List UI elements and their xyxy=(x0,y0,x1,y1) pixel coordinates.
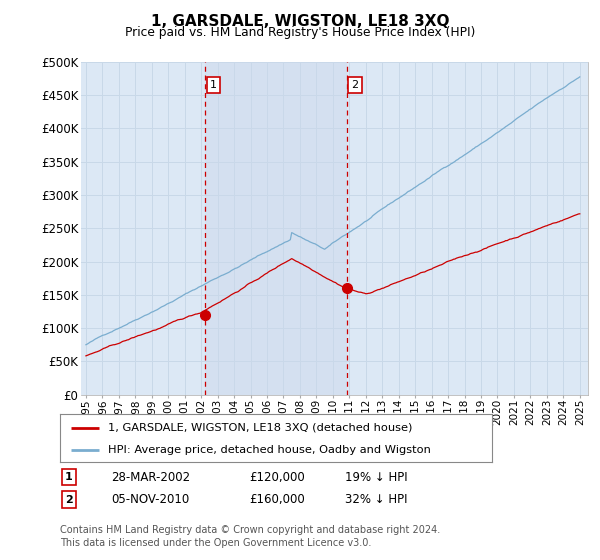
Text: £160,000: £160,000 xyxy=(249,493,305,506)
Text: 2: 2 xyxy=(352,80,359,90)
Text: Contains HM Land Registry data © Crown copyright and database right 2024.
This d: Contains HM Land Registry data © Crown c… xyxy=(60,525,440,548)
Text: Price paid vs. HM Land Registry's House Price Index (HPI): Price paid vs. HM Land Registry's House … xyxy=(125,26,475,39)
Text: 1, GARSDALE, WIGSTON, LE18 3XQ (detached house): 1, GARSDALE, WIGSTON, LE18 3XQ (detached… xyxy=(107,423,412,433)
Text: 32% ↓ HPI: 32% ↓ HPI xyxy=(345,493,407,506)
Text: 1: 1 xyxy=(65,472,73,482)
Bar xyxy=(205,62,347,395)
Text: 1: 1 xyxy=(210,80,217,90)
Text: 05-NOV-2010: 05-NOV-2010 xyxy=(111,493,189,506)
Text: 2: 2 xyxy=(65,494,73,505)
Text: 1, GARSDALE, WIGSTON, LE18 3XQ: 1, GARSDALE, WIGSTON, LE18 3XQ xyxy=(151,14,449,29)
Text: 19% ↓ HPI: 19% ↓ HPI xyxy=(345,470,407,484)
Text: £120,000: £120,000 xyxy=(249,470,305,484)
Text: 28-MAR-2002: 28-MAR-2002 xyxy=(111,470,190,484)
Text: HPI: Average price, detached house, Oadby and Wigston: HPI: Average price, detached house, Oadb… xyxy=(107,445,430,455)
